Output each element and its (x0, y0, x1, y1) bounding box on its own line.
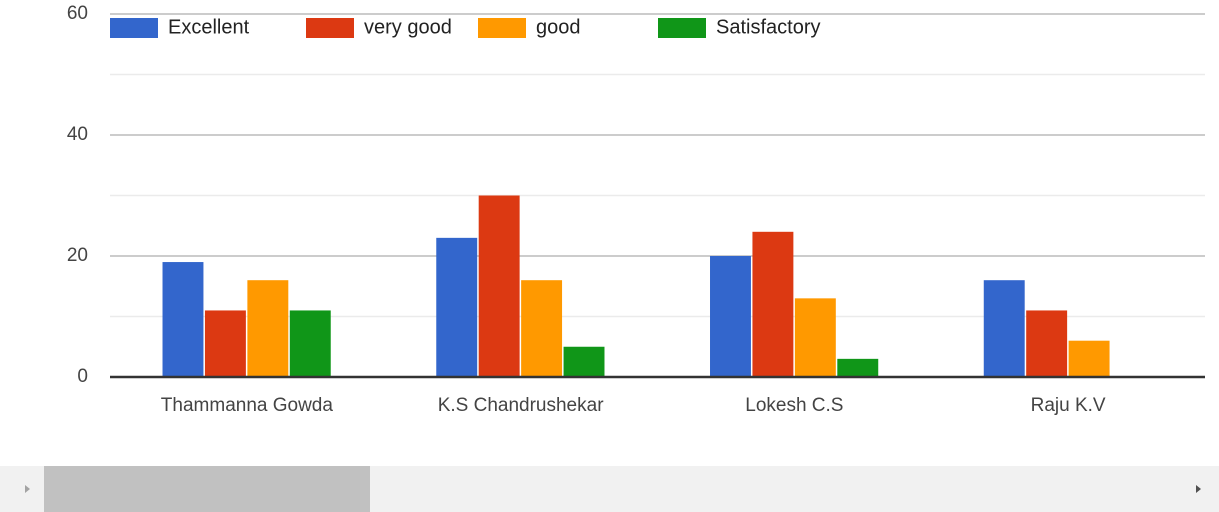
bar (983, 280, 1025, 377)
bar (1026, 310, 1068, 377)
y-tick-label: 0 (77, 366, 88, 387)
bar (204, 310, 246, 377)
bar (794, 298, 836, 377)
legend-swatch (478, 18, 526, 38)
x-tick-label: Thammanna Gowda (161, 395, 334, 416)
x-tick-label: Raju K.V (1031, 395, 1106, 416)
x-tick-label: K.S Chandrushekar (438, 395, 604, 416)
y-tick-label: 40 (67, 124, 88, 145)
legend-swatch (110, 18, 158, 38)
bar (837, 358, 879, 377)
bar (247, 280, 289, 377)
bar (710, 256, 751, 377)
bar (752, 231, 794, 377)
scrollbar[interactable] (0, 466, 1219, 512)
legend-label: Satisfactory (716, 16, 820, 38)
legend-swatch (306, 18, 354, 38)
legend-swatch (658, 18, 706, 38)
legend-label: very good (364, 16, 452, 38)
scroll-right-arrow[interactable] (1196, 485, 1201, 493)
bar (478, 195, 520, 377)
bar (436, 237, 478, 377)
scroll-left-arrow[interactable] (25, 485, 30, 493)
legend-label: good (536, 16, 581, 38)
y-tick-label: 20 (67, 245, 88, 266)
scroll-thumb[interactable] (44, 466, 370, 512)
x-tick-label: Lokesh C.S (745, 395, 843, 416)
legend-label: Excellent (168, 16, 250, 38)
bar (1068, 340, 1110, 377)
bar (563, 346, 605, 377)
bar (289, 310, 331, 377)
bar (162, 262, 204, 377)
y-tick-label: 60 (67, 3, 88, 24)
bar (521, 280, 563, 377)
